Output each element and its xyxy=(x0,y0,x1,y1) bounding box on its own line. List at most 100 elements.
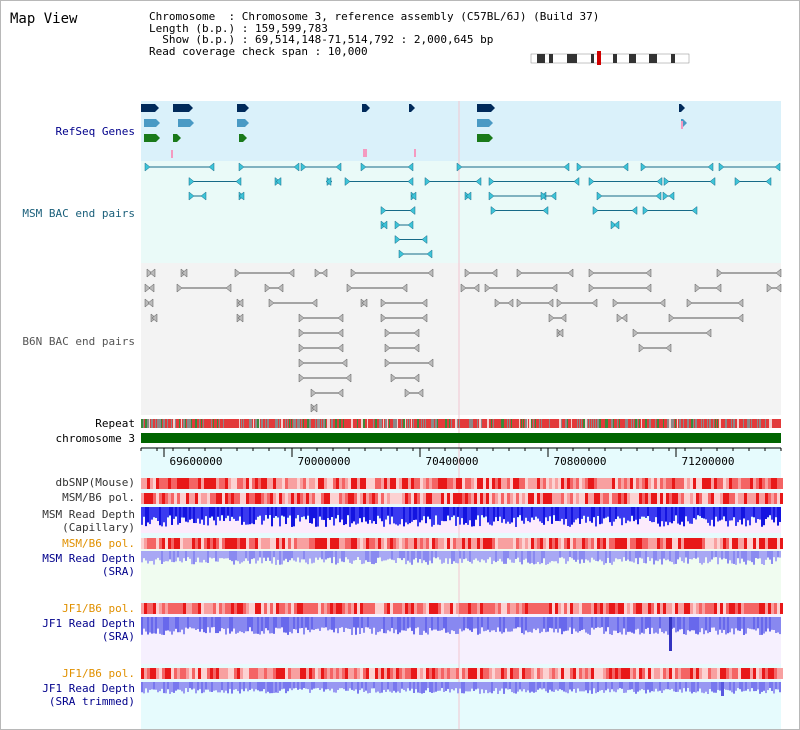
track-label-msm-b6-pol-2[interactable]: MSM/B6 pol. xyxy=(62,537,135,550)
heat-cell xyxy=(669,478,672,489)
bac-end-marker xyxy=(394,220,401,230)
heat-cell xyxy=(210,478,213,489)
track-label-msm-depth-cap-1[interactable]: MSM Read Depth xyxy=(42,508,135,521)
track-label-msm-depth-sra-1[interactable]: MSM Read Depth xyxy=(42,552,135,565)
chromosome-bar[interactable] xyxy=(141,433,781,443)
heat-cell xyxy=(654,603,657,614)
track-label-msm-b6-pol-1[interactable]: MSM/B6 pol. xyxy=(62,491,135,504)
bac-end-marker xyxy=(640,162,647,172)
depth-bar xyxy=(709,551,711,562)
bac-end-marker xyxy=(668,191,675,201)
bac-end-marker xyxy=(417,388,424,398)
heat-cell xyxy=(444,668,447,679)
depth-bar xyxy=(685,617,687,635)
track-label-dbsnp[interactable]: dbSNP(Mouse) xyxy=(56,476,135,489)
heat-cell xyxy=(246,478,249,489)
track-label-refseq[interactable]: RefSeq Genes xyxy=(56,125,135,138)
depth-bar xyxy=(777,507,779,526)
depth-bar xyxy=(415,551,417,558)
depth-bar xyxy=(255,682,257,690)
depth-bar xyxy=(621,507,623,526)
heat-cell xyxy=(441,603,444,614)
heat-cell xyxy=(339,538,342,549)
bac-end-marker xyxy=(298,373,305,383)
heat-cell xyxy=(720,668,723,679)
heat-cell xyxy=(159,478,162,489)
heat-cell xyxy=(162,603,165,614)
depth-bar xyxy=(337,617,339,634)
bac-end-marker xyxy=(314,268,321,278)
repeat-element xyxy=(523,419,524,428)
heat-cell xyxy=(483,478,486,489)
depth-bar xyxy=(771,617,773,630)
depth-bar xyxy=(529,551,531,564)
heat-cell xyxy=(690,478,693,489)
read-depth-tracks[interactable] xyxy=(141,507,781,696)
heat-cell xyxy=(627,603,630,614)
polymorphism-heat-tracks[interactable] xyxy=(141,478,783,679)
repeat-element xyxy=(559,419,561,428)
heat-cell xyxy=(618,493,621,504)
depth-bar xyxy=(627,682,629,691)
repeat-element xyxy=(179,419,180,428)
depth-bar xyxy=(755,551,757,559)
depth-bar xyxy=(379,551,381,558)
gene-arrow xyxy=(489,119,493,127)
depth-bar xyxy=(653,551,655,565)
heat-cell xyxy=(723,538,726,549)
heat-cell xyxy=(516,603,519,614)
track-label-jf1-b6-pol-1[interactable]: JF1/B6 pol. xyxy=(62,602,135,615)
heat-cell xyxy=(249,493,252,504)
heat-cell xyxy=(198,603,201,614)
heat-cell xyxy=(627,668,630,679)
depth-bar xyxy=(143,682,145,694)
depth-bar xyxy=(685,551,687,558)
depth-bar xyxy=(269,617,271,634)
repeat-element xyxy=(161,419,162,428)
depth-bar xyxy=(247,682,249,692)
depth-bar xyxy=(771,682,773,691)
depth-bar xyxy=(665,682,667,690)
depth-bar xyxy=(615,507,617,520)
track-label-jf1-b6-pol-2[interactable]: JF1/B6 pol. xyxy=(62,667,135,680)
heat-cell xyxy=(657,478,660,489)
depth-bar xyxy=(273,507,275,518)
depth-bar xyxy=(705,551,707,558)
repeat-track[interactable] xyxy=(141,419,781,428)
msm-bac-pairs[interactable] xyxy=(144,162,781,259)
bac-end-marker xyxy=(407,220,414,230)
heat-cell xyxy=(753,603,756,614)
refseq-gene-features[interactable] xyxy=(141,104,687,158)
heat-cell xyxy=(156,493,159,504)
heat-cell xyxy=(594,478,597,489)
depth-bar xyxy=(715,682,717,693)
heat-cell xyxy=(267,603,270,614)
depth-bar xyxy=(437,507,439,525)
depth-bar xyxy=(345,617,347,628)
depth-bar xyxy=(379,682,381,694)
depth-bar xyxy=(657,551,659,562)
depth-bar xyxy=(185,507,187,522)
chromosome-ideogram[interactable] xyxy=(530,51,690,65)
b6n-bac-pairs[interactable] xyxy=(144,268,782,428)
track-label-b6n-bac[interactable]: B6N BAC end pairs xyxy=(22,335,135,348)
depth-bar xyxy=(719,507,721,521)
heat-cell xyxy=(426,603,429,614)
heat-cell xyxy=(720,493,723,504)
heat-cell xyxy=(735,668,738,679)
track-label-jf1-depth-trim-1[interactable]: JF1 Read Depth xyxy=(42,682,135,695)
depth-bar xyxy=(455,617,457,635)
ideogram-position-marker[interactable] xyxy=(597,51,601,65)
depth-bar xyxy=(707,682,709,694)
depth-bar xyxy=(171,682,173,693)
gene-arrow xyxy=(411,104,415,112)
depth-bar xyxy=(597,507,599,516)
depth-bar xyxy=(209,507,211,518)
depth-bar xyxy=(359,507,361,519)
heat-cell xyxy=(390,493,393,504)
depth-bar xyxy=(625,507,627,524)
depth-bar xyxy=(603,507,605,519)
track-label-jf1-depth-sra-1[interactable]: JF1 Read Depth xyxy=(42,617,135,630)
track-label-msm-bac[interactable]: MSM BAC end pairs xyxy=(22,207,135,220)
